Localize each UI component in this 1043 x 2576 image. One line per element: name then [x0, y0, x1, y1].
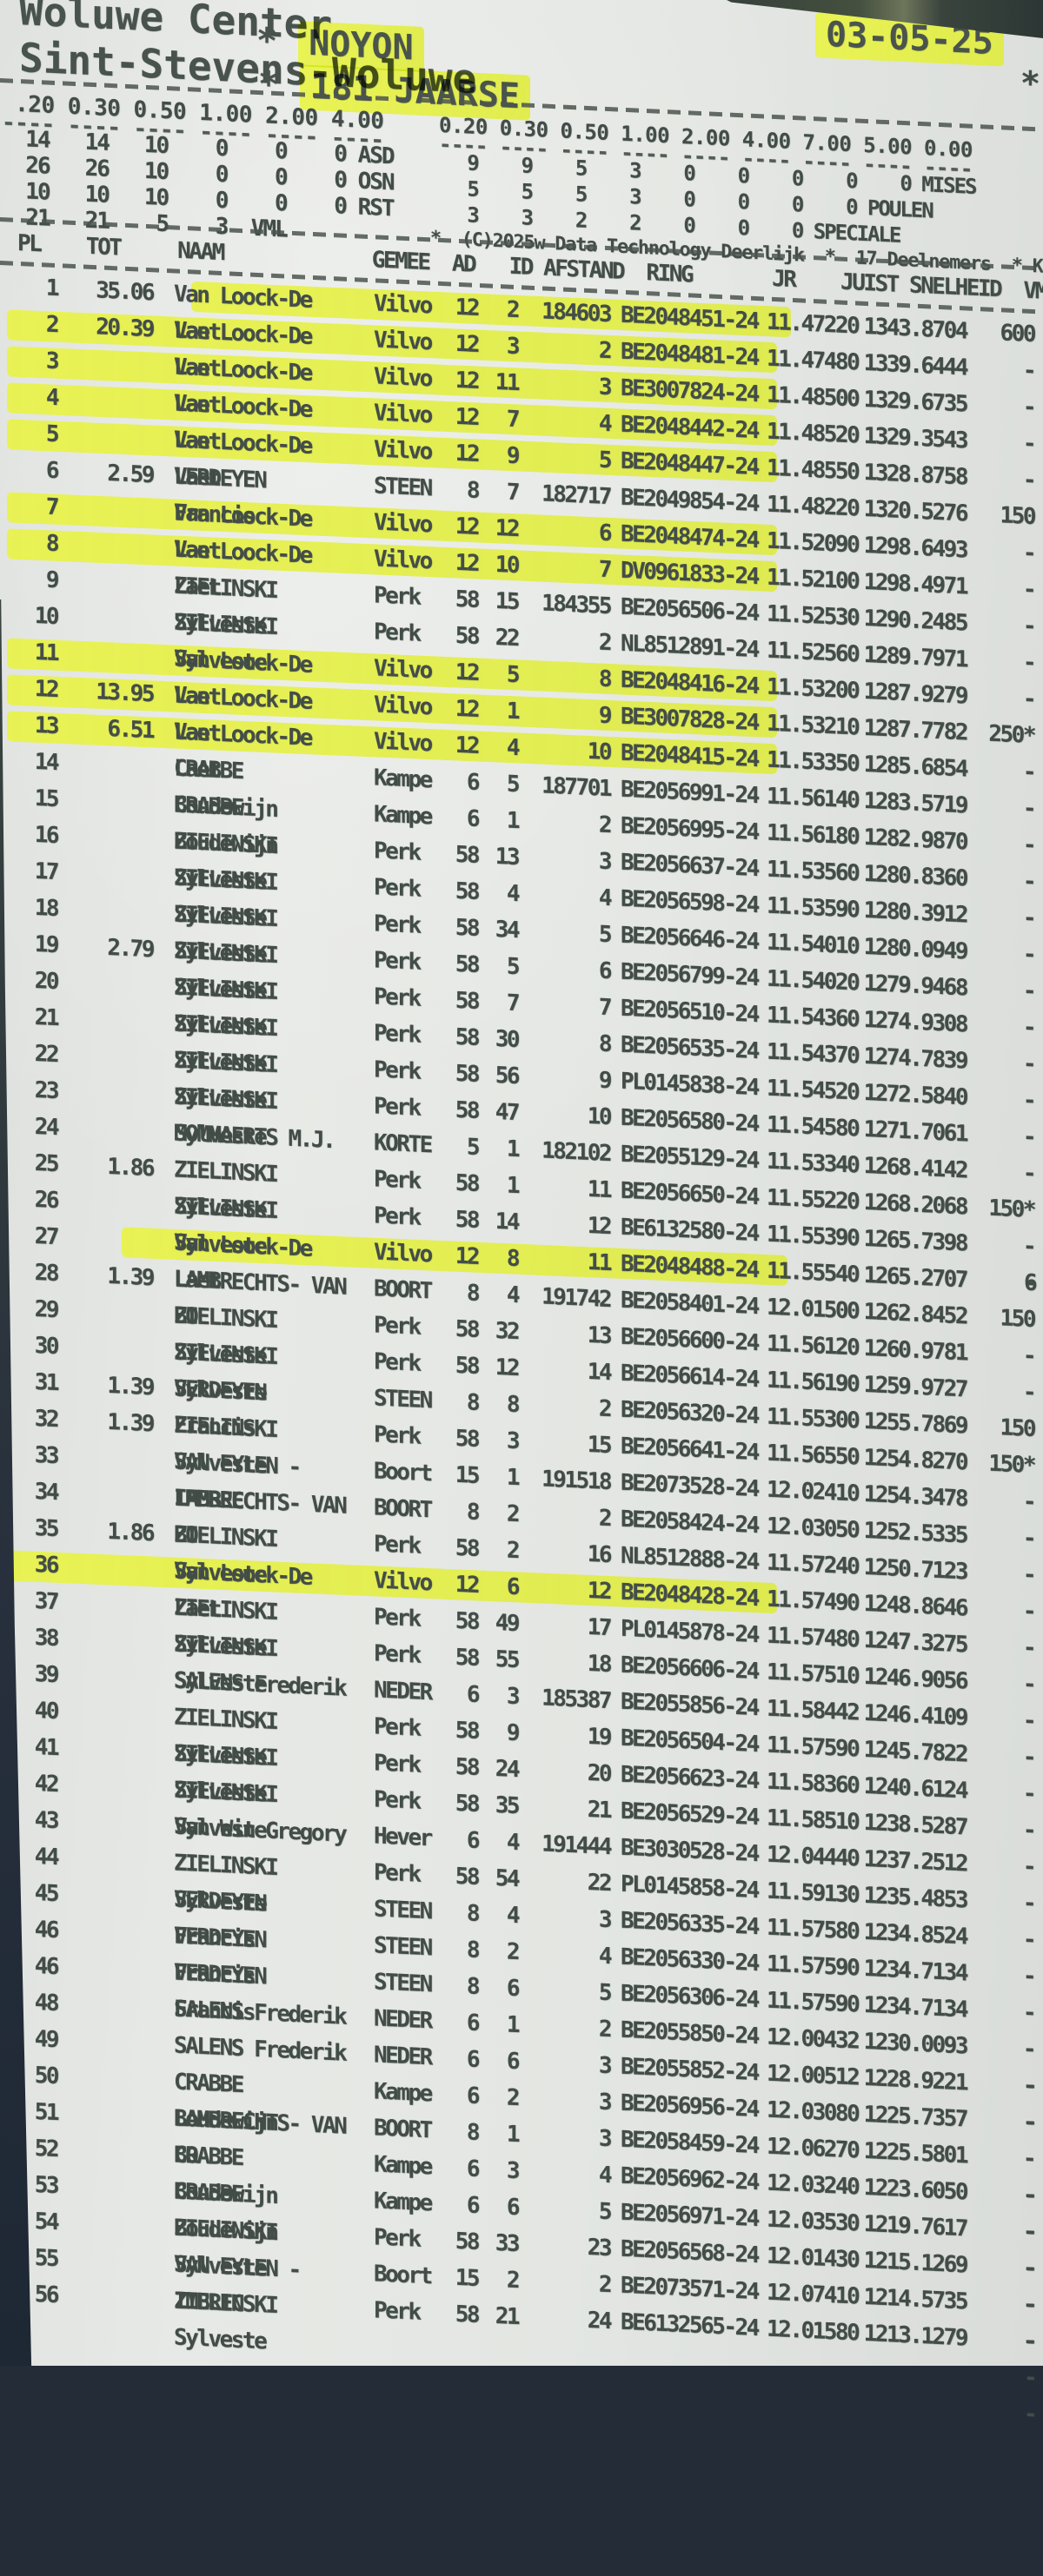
cell-afstand: 24 [587, 2307, 610, 2335]
cell-afstand: 191444 [541, 1831, 610, 1861]
cell-id: 3 [506, 1683, 518, 1711]
cell-snelheid: 1237.2512 [863, 1845, 967, 1877]
results-table: 1 35.06 Van Loock-De Laet Vilvo 12 2 184603 BE2… [6, 268, 1043, 2427]
cell-tot [57, 1109, 153, 1150]
cell-juist: 11.53340 [767, 1148, 859, 1179]
cell-ad: 5 [466, 1134, 478, 1161]
race-line: * NOYON [256, 20, 424, 72]
cell-tot [57, 1985, 153, 2026]
cell-afstand: 2 [598, 2016, 610, 2043]
cell-snelheid: 1246.4109 [863, 1699, 967, 1732]
cell-gemee: NEDER [374, 1677, 431, 1706]
cell-pl: 39 [34, 1660, 57, 1689]
category-star: * [258, 64, 280, 106]
cell-id: 6 [506, 2048, 518, 2076]
cell-juist: 12.04440 [767, 1841, 859, 1872]
cell-juist: 12.00432 [767, 2023, 859, 2055]
cell-naam: ZIELINSKI Sylveste [174, 2288, 277, 2355]
clipped-edge-glyph: - [1024, 2401, 1036, 2428]
cell-vml: - [1022, 2036, 1034, 2063]
cell-vml: - [1022, 2072, 1034, 2100]
cell-vml: - [1022, 1160, 1034, 1188]
cell-ad: 6 [466, 2046, 478, 2073]
cell-snelheid: 1230.0093 [863, 2028, 967, 2060]
cell-id: 1 [506, 2011, 518, 2039]
cell-gemee: Perk [374, 2297, 420, 2326]
cell-afstand: 182102 [541, 1137, 610, 1168]
cell-tot [57, 1803, 153, 1844]
cell-id: 21 [495, 2302, 518, 2331]
cell-ad: 6 [466, 2010, 478, 2036]
right-margin-star: * [1020, 63, 1040, 103]
cell-gemee: KORTE [374, 1129, 431, 1159]
cell-id: 1 [506, 1136, 518, 1163]
cell-tot [57, 2277, 153, 2354]
cell-afstand: 3 [598, 2052, 610, 2080]
cell-vml: - [1022, 1707, 1034, 1735]
cell-ad: 58 [455, 2301, 478, 2328]
cell-juist: 11.58442 [767, 1695, 859, 1726]
cell-pl: 24 [34, 1113, 57, 1142]
cell-pl: 43 [34, 1806, 57, 1835]
cell-vml: - [1022, 2328, 1034, 2355]
cell-gemee: NEDER [374, 2005, 431, 2035]
cell-vml: - [1022, 1853, 1034, 1881]
race-star: * [256, 20, 278, 63]
cell-afstand: 185387 [541, 1685, 610, 1715]
cell-snelheid: 1213.1279 [863, 2320, 967, 2352]
cell-juist: 12.00512 [767, 2060, 859, 2091]
cell-gemee: NEDER [374, 2042, 431, 2071]
cell-id: 4 [506, 1829, 518, 1857]
cell-juist: 12.01580 [767, 2315, 859, 2347]
cell-ad: 6 [466, 1681, 478, 1708]
cell-tot [57, 2022, 153, 2063]
cell-tot [57, 1657, 153, 1698]
cell-ring: BE6132565-24 [621, 2308, 758, 2342]
race-name-highlight: NOYON [298, 21, 424, 72]
cell-snelheid: 1268.4142 [863, 1152, 967, 1184]
cell-gemee: Hever [374, 1823, 431, 1852]
cell-ad: 6 [466, 1827, 478, 1854]
cell-snelheid: 1228.9221 [863, 2064, 967, 2096]
